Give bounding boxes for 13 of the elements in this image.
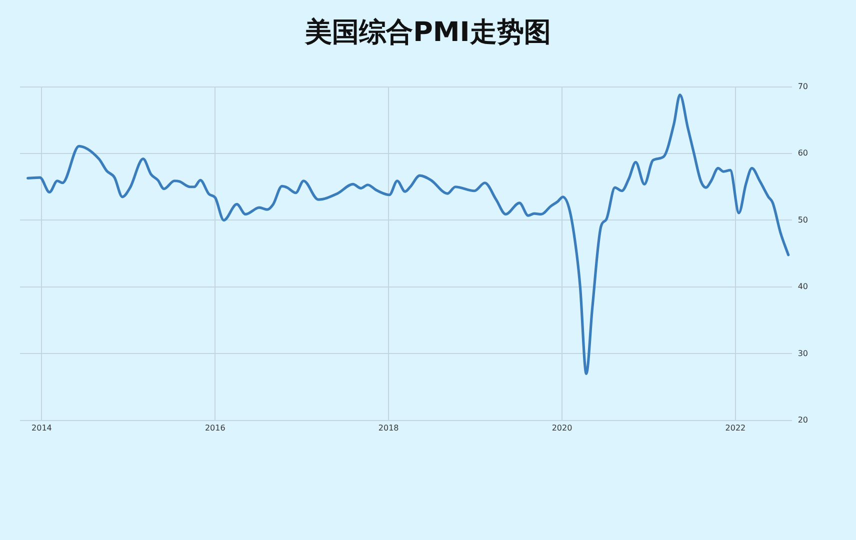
x-tick-label: 2022: [725, 423, 746, 432]
x-tick-label: 2018: [378, 423, 399, 432]
x-tick-label: 2014: [32, 423, 52, 432]
x-tick-label: 2016: [204, 423, 226, 432]
y-tick-label: 20: [798, 415, 808, 424]
y-tick-label: 60: [798, 148, 808, 158]
y-tick-label: 30: [798, 348, 808, 358]
y-tick-label: 50: [798, 215, 808, 224]
x-tick-label: 2020: [552, 423, 572, 432]
chart-title: 美国综合PMI走势图: [304, 16, 552, 50]
y-tick-label: 70: [798, 82, 808, 91]
y-tick-label: 40: [798, 282, 808, 292]
line-series: [26, 94, 790, 375]
